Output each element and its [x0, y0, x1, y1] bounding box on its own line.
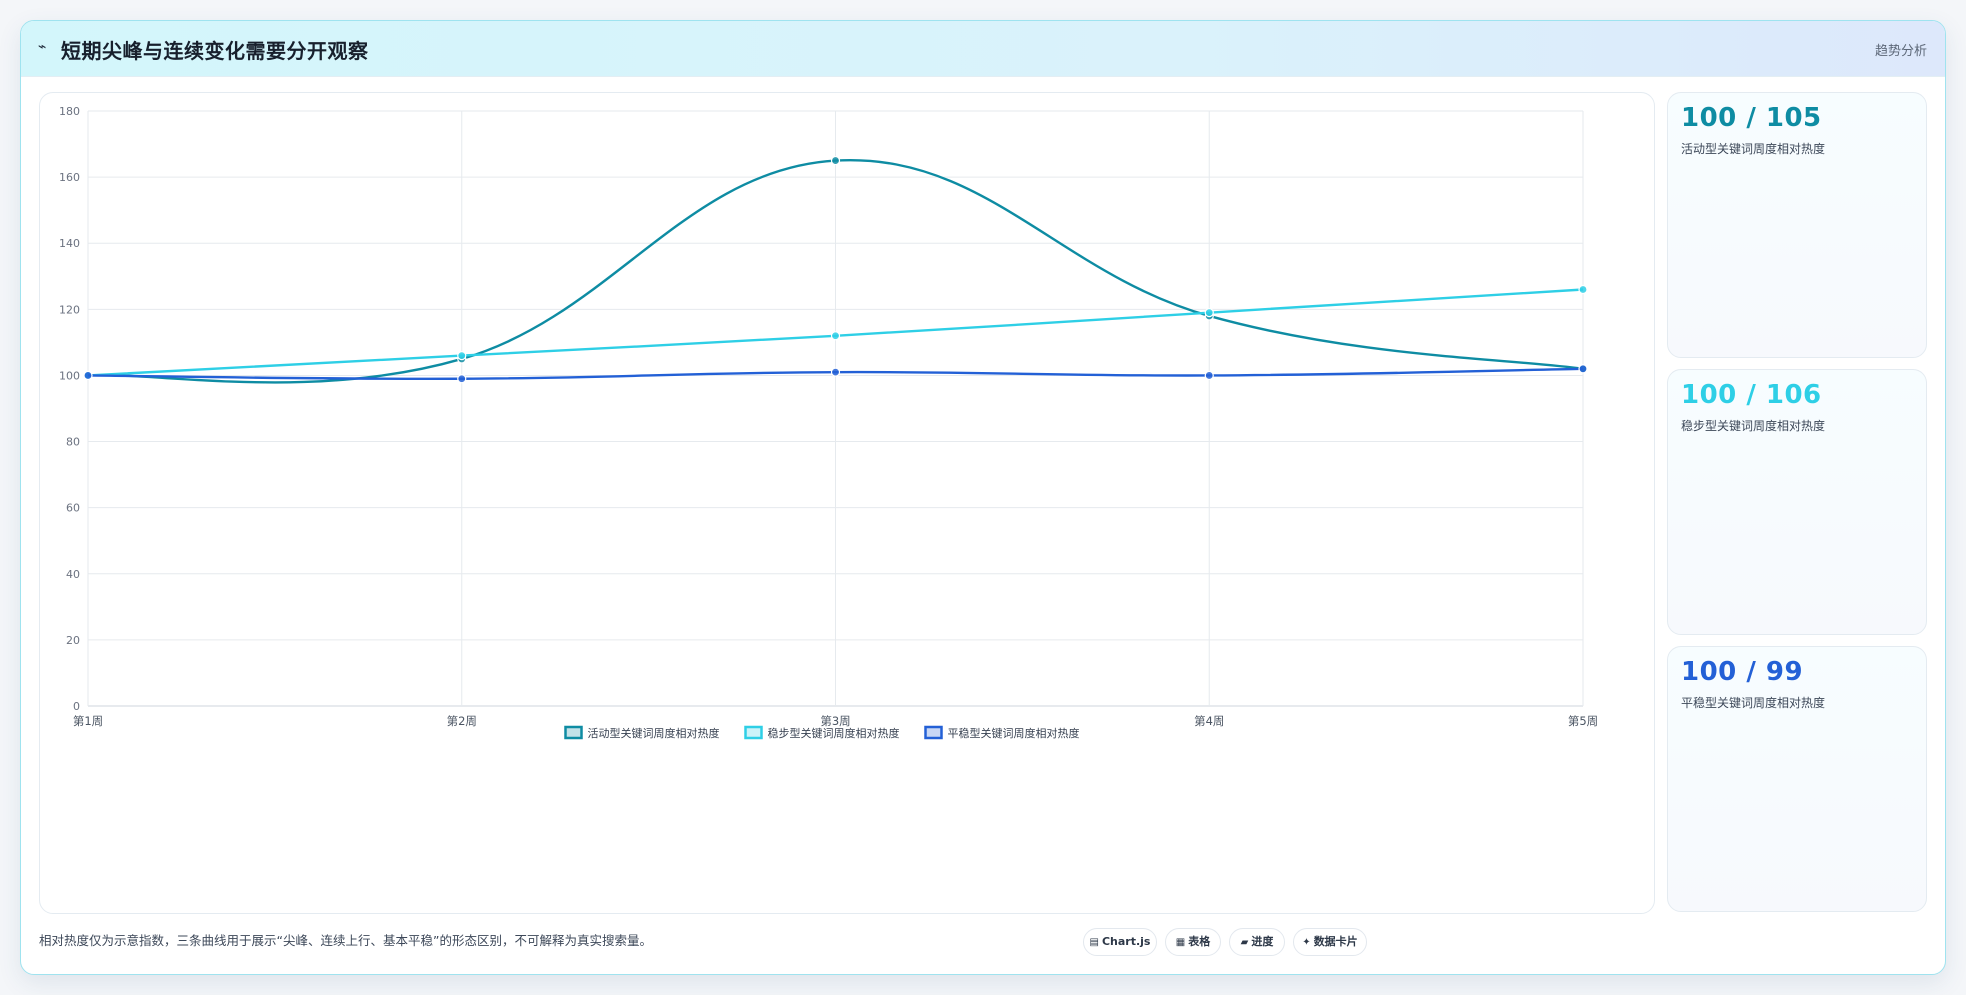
legend-label: 活动型关键词周度相对热度: [588, 726, 720, 740]
stat-value: 100 / 105: [1681, 103, 1822, 133]
sparkle-icon: ✦: [1302, 937, 1311, 948]
page-title: 短期尖峰与连续变化需要分开观察: [61, 39, 369, 63]
data-point: [830, 155, 841, 166]
y-tick-label: 120: [59, 303, 80, 316]
y-tick-label: 140: [59, 237, 80, 250]
table-button[interactable]: ▦ 表格: [1165, 928, 1221, 956]
x-tick-label: 第4周: [1194, 714, 1224, 728]
data-point: [457, 374, 467, 384]
x-tick-label: 第1周: [73, 714, 103, 728]
chart-card: ⌁ 短期尖峰与连续变化需要分开观察 趋势分析 0 20 40 60 80 100 120 14…: [20, 20, 1946, 975]
data-point: [1204, 370, 1214, 381]
x-tick-label: 第2周: [447, 714, 477, 728]
tool-label: 数据卡片: [1313, 935, 1358, 948]
data-point: [830, 367, 841, 377]
table-icon: ▦: [1175, 937, 1186, 948]
data-card-button[interactable]: ✦ 数据卡片: [1293, 928, 1367, 956]
legend-swatch: [924, 725, 943, 740]
y-tick-label: 0: [73, 700, 80, 713]
legend-swatch: [564, 725, 583, 740]
y-tick-label: 160: [59, 171, 80, 184]
card-header: ⌁ 短期尖峰与连续变化需要分开观察 趋势分析: [21, 21, 1945, 77]
stat-value: 100 / 99: [1681, 657, 1804, 687]
footnote: 相对热度仅为示意指数，三条曲线用于展示“尖峰、连续上行、基本平稳”的形态区别，不…: [39, 933, 652, 948]
data-point: [830, 331, 841, 341]
data-point: [83, 370, 93, 381]
stat-card-activity: 100 / 105 活动型关键词周度相对热度: [1667, 92, 1927, 358]
line-chart: 0 20 40 60 80 100 120 140 160 180 第1周 第2周 第3周 第4周 第5周活…: [59, 105, 1598, 740]
chartjs-button[interactable]: ▤ Chart.js: [1083, 928, 1157, 956]
data-point: [457, 351, 467, 361]
progress-button[interactable]: ▰ 进度: [1229, 928, 1285, 956]
tool-label: Chart.js: [1101, 935, 1151, 948]
chart-icon: ▤: [1089, 937, 1099, 948]
legend-label: 平稳型关键词周度相对热度: [948, 726, 1080, 740]
stat-label: 活动型关键词周度相对热度: [1681, 142, 1826, 156]
trend-line-icon: ⌁: [38, 39, 47, 55]
progress-icon: ▰: [1240, 937, 1249, 948]
y-tick-label: 40: [66, 568, 80, 581]
stat-card-flat: 100 / 99 平稳型关键词周度相对热度: [1667, 646, 1927, 912]
y-tick-label: 60: [66, 502, 80, 515]
data-point: [1578, 284, 1588, 295]
legend-swatch: [744, 725, 763, 740]
y-tick-label: 180: [59, 105, 80, 118]
stat-label: 稳步型关键词周度相对热度: [1681, 419, 1826, 433]
tool-label: 表格: [1188, 935, 1211, 948]
stat-label: 平稳型关键词周度相对热度: [1681, 696, 1826, 710]
y-tick-label: 100: [59, 369, 80, 382]
y-tick-label: 80: [66, 436, 80, 449]
data-point: [1204, 308, 1214, 318]
stat-card-steady: 100 / 106 稳步型关键词周度相对热度: [1667, 369, 1927, 635]
chart-panel: 0 20 40 60 80 100 120 140 160 180 第1周 第2周 第3周 第4周 第5周活…: [39, 92, 1655, 914]
x-tick-label: 第5周: [1568, 714, 1598, 728]
x-tick-label: 第3周: [820, 714, 850, 728]
tool-label: 进度: [1251, 935, 1274, 948]
y-tick-label: 20: [66, 634, 80, 647]
stat-value: 100 / 106: [1681, 380, 1822, 410]
data-point: [1578, 364, 1588, 374]
section-tag: 趋势分析: [1874, 44, 1927, 59]
legend-label: 稳步型关键词周度相对热度: [768, 726, 900, 740]
